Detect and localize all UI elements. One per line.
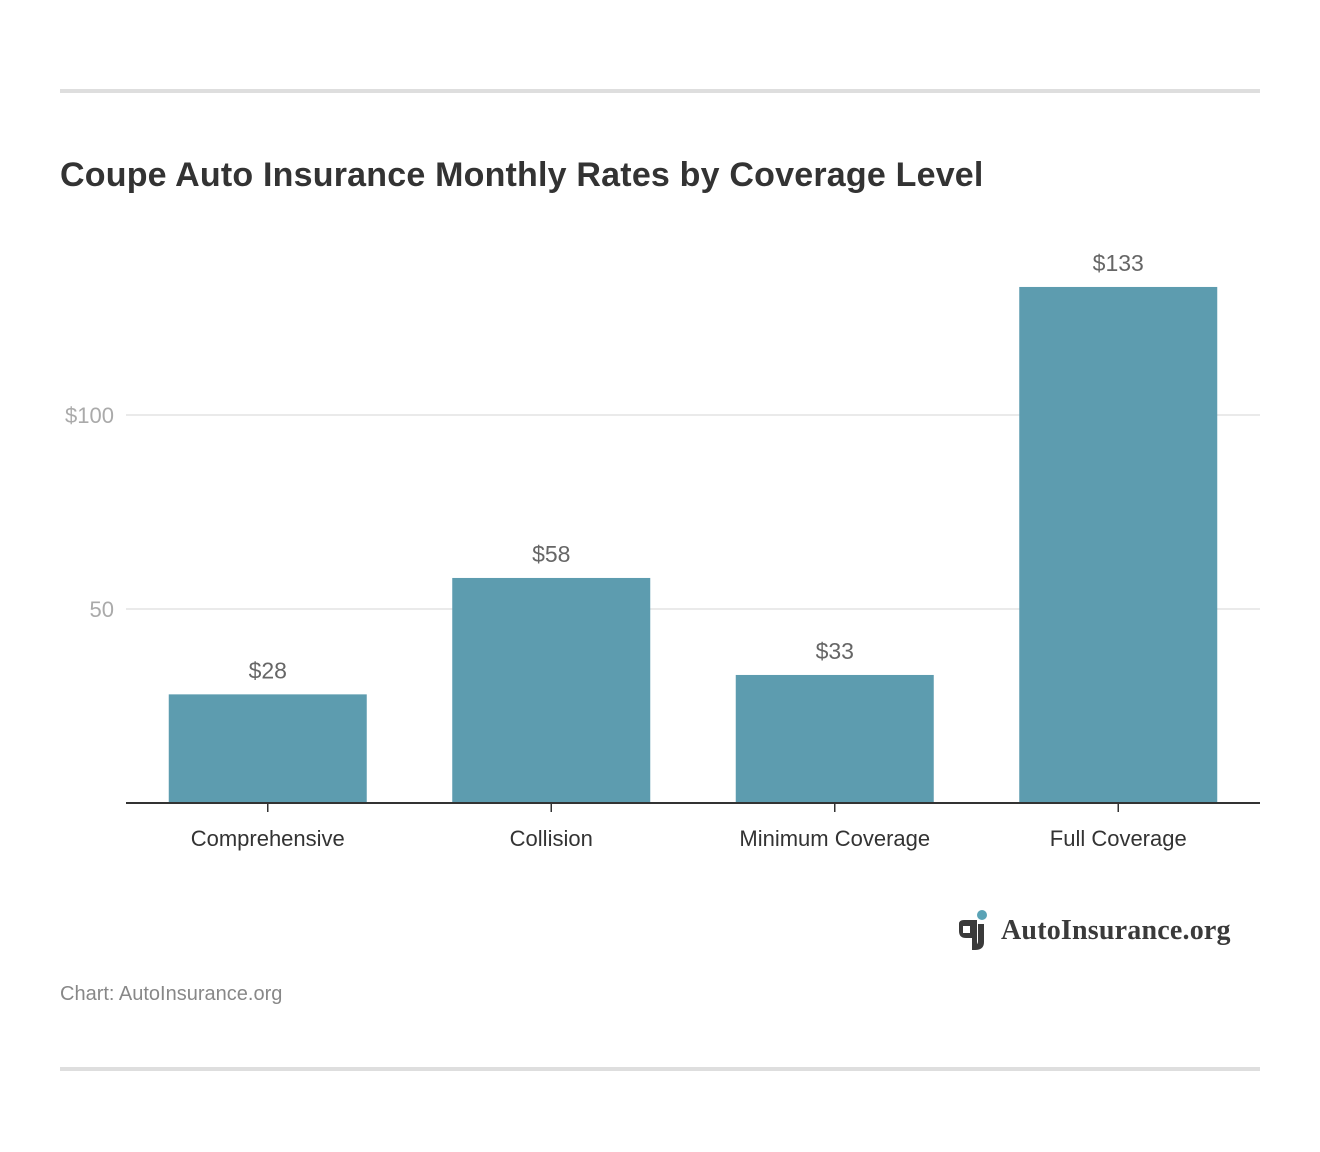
logo-text: AutoInsurance.org — [1001, 915, 1231, 946]
bar — [452, 577, 651, 803]
bar-value-label: $133 — [1093, 250, 1144, 276]
top-divider — [60, 89, 1260, 93]
x-category-label: Minimum Coverage — [739, 826, 930, 851]
bar — [1019, 286, 1218, 804]
bar-value-label: $58 — [532, 541, 570, 567]
chart-title: Coupe Auto Insurance Monthly Rates by Co… — [60, 156, 984, 194]
bar — [735, 674, 934, 803]
y-tick-label: $100 — [65, 403, 114, 428]
chart-source-caption: Chart: AutoInsurance.org — [60, 983, 283, 1005]
y-tick-label: 50 — [90, 597, 114, 622]
brand-logo: AutoInsurance.org — [955, 908, 1231, 954]
bottom-divider — [60, 1067, 1260, 1071]
x-category-label: Collision — [510, 826, 593, 851]
bar-value-label: $33 — [816, 638, 854, 664]
x-category-label: Comprehensive — [191, 826, 345, 851]
bar — [168, 694, 367, 803]
autoinsurance-logo-icon — [955, 908, 991, 954]
x-category-label: Full Coverage — [1050, 826, 1187, 851]
bar-value-label: $28 — [249, 657, 287, 683]
